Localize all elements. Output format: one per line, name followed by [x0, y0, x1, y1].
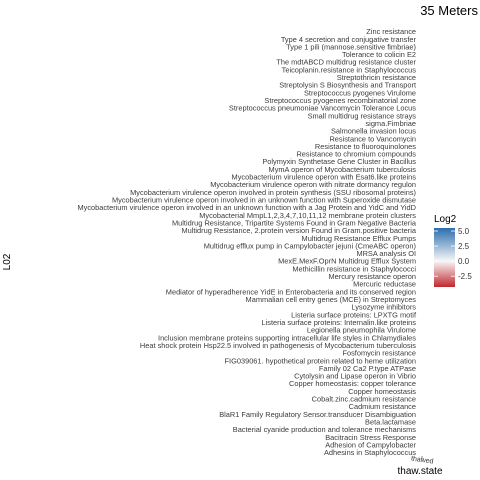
legend-colorbar	[434, 228, 455, 287]
y-tick-label: Multidrug Resistance, 2.protein version …	[181, 226, 416, 235]
y-tick-label: Mycobacterium virulence operon involved …	[77, 203, 416, 212]
y-tick-label: Resistance to Vancomycin	[329, 134, 416, 143]
x-axis-title: thaw.state	[397, 466, 442, 477]
x-tick-label: thawed	[411, 455, 434, 465]
y-tick-label: Listeria surface proteins: Internalin.li…	[262, 318, 417, 327]
y-tick-label: Multidrug Resistance Efflux Pumps	[302, 234, 417, 243]
y-tick-label: Mycobacterium virulence operon involved …	[130, 188, 416, 197]
y-tick-label: Tolerance to colicin E2	[342, 50, 416, 59]
y-tick-label: Type 4 secretion and conjugative transfe…	[281, 35, 417, 44]
y-tick-label: Copper homeostasis	[348, 387, 416, 396]
x-tick-labels: thawed	[411, 455, 434, 465]
y-tick-label: Adhesins in Staphylococcus	[324, 448, 416, 457]
y-tick-label: Inclusion membrane proteins supporting i…	[158, 333, 416, 342]
legend-tick-label: 5.0	[458, 227, 470, 236]
y-tick-label: Multidrug efflux pump in Campylobacter j…	[204, 241, 416, 250]
y-tick-label: MRSA analysis OI	[356, 249, 416, 258]
y-tick-label: FIG039061. hypothetical protein related …	[225, 356, 416, 365]
y-tick-label: Fosfomycin resistance	[342, 349, 416, 358]
y-tick-label: Mycobacterium virulence operon with Esat…	[232, 173, 417, 182]
y-tick-label: Streptococcus pyogenes recombinatorial z…	[264, 96, 416, 105]
y-tick-label: BlaR1 Family Regulatory Sensor.transduce…	[219, 410, 416, 419]
y-tick-label: Teicoplanin.resistance in Staphylococcus	[282, 65, 417, 74]
y-tick-label: Mycobacterial MmpL1,2,3,4,7,10,11,12 mem…	[199, 211, 416, 220]
y-tick-label: Streptococcus pyogenes Virulome	[304, 88, 416, 97]
y-tick-label: The mdtABCD multidrug resistance cluster	[276, 58, 416, 67]
legend-title: Log2	[434, 214, 457, 225]
y-tick-label: Resistance to chromium compounds	[296, 150, 416, 159]
y-tick-label: Zinc resistance	[366, 27, 416, 36]
y-tick-label: Copper homeostasis: copper tolerance	[289, 379, 416, 388]
y-tick-label: MexE.MexF.OprN Multidrug Efflux System	[278, 257, 416, 266]
y-tick-label: Small multidrug resistance strays	[308, 111, 417, 120]
y-tick-label: Multidrug Resistance, Tripartite Systems…	[172, 218, 417, 227]
y-tick-label: Bacterial cyanide production and toleran…	[233, 425, 417, 434]
y-tick-label: Resistance to fluoroquinolones	[315, 142, 416, 151]
y-tick-label: Salmonella invasion locus	[331, 127, 416, 136]
y-tick-label: Methicillin resistance in Staphylococci	[292, 264, 416, 273]
y-axis-title: L02	[2, 253, 13, 270]
chart-title: 35 Meters	[420, 3, 478, 18]
y-tick-label: Beta.lactamase	[365, 417, 416, 426]
y-tick-label: MymA operon of Mycobacterium tuberculosi…	[269, 165, 417, 174]
y-tick-label: Adhesion of Campylobacter	[325, 440, 416, 449]
legend: Log2 5.0 2.5 0.0 -2.5	[434, 214, 472, 287]
y-tick-label: Bacitracin Stress Response	[325, 433, 416, 442]
y-tick-label: Mammalian cell entry genes (MCE) in Stre…	[246, 295, 417, 304]
legend-tick-label: 2.5	[458, 242, 470, 251]
y-tick-label: Type 1 pili (mannose.sensitive fimbriae)	[286, 42, 416, 51]
y-tick-label: Cytolysin and Lipase operon in Vibrio	[294, 372, 416, 381]
y-tick-label: Mediator of hyperadherence YidE in Enter…	[166, 287, 416, 296]
y-tick-label: sigma.Fimbriae	[365, 119, 416, 128]
legend-tick-label: -2.5	[458, 272, 472, 281]
y-tick-label: Family 02 Ca2 P.type ATPase	[319, 364, 416, 373]
y-tick-label: Listeria surface proteins: LPXTG motif	[291, 310, 417, 319]
y-tick-label: Mycobacterium virulence operon with nitr…	[210, 180, 416, 189]
y-tick-label: Streptococcus pneumoniae Vancomycin Tole…	[229, 104, 416, 113]
y-tick-label: Mercury resistance operon	[329, 272, 417, 281]
y-tick-label: Polymyxin Synthetase Gene Cluster in Bac…	[262, 157, 416, 166]
y-tick-label: Streptolysin S Biosynthesis and Transpor…	[279, 81, 416, 90]
y-tick-label: Heat shock protein Hsp22.5 involved in p…	[140, 341, 416, 350]
y-tick-label: Cobalt.zinc.cadmium resistance	[312, 395, 416, 404]
y-tick-label: Lysozyme inhibitors	[351, 303, 416, 312]
legend-tick-label: 0.0	[458, 257, 470, 266]
y-tick-label: Mycobacterium virulence operon involved …	[112, 196, 416, 205]
y-tick-label: Cadmium resistance	[349, 402, 416, 411]
legend-ticks: 5.0 2.5 0.0 -2.5	[434, 227, 472, 281]
y-tick-label: Mercuric reductase	[353, 280, 416, 289]
y-tick-label: Legionella pneumophila Virulome	[307, 326, 416, 335]
y-tick-label: Streptothricin resistance	[337, 73, 416, 82]
